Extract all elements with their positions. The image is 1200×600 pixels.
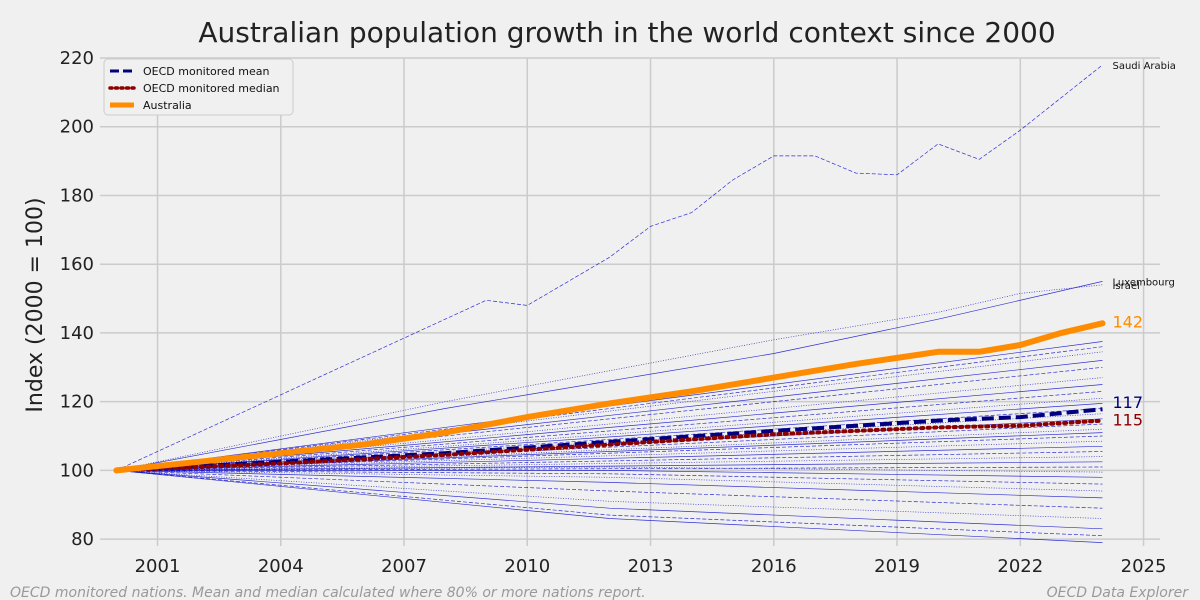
legend-mean-label: OECD monitored mean (143, 65, 270, 78)
y-tick-120: 120 (60, 392, 94, 413)
end-label-oecd-monitored-mean: 117 (1112, 393, 1143, 412)
series-oecd-nation-24 (116, 456, 1103, 471)
series-oecd-nation-29 (116, 470, 1103, 485)
footer-note: OECD monitored nations. Mean and median … (10, 585, 646, 600)
y-tick-80: 80 (71, 529, 94, 550)
series-oecd-nation-34 (116, 470, 1103, 530)
series-oecd-nation-30 (116, 470, 1103, 492)
series-oecd-nation-27 (116, 466, 1103, 473)
series-oecd-nation-13 (116, 403, 1103, 471)
x-tick-2013: 2013 (628, 556, 674, 577)
y-tick-200: 200 (60, 117, 94, 138)
legend-box (103, 58, 294, 116)
series-luxembourg (116, 281, 1103, 471)
series-oecd-monitored-mean (116, 407, 1103, 473)
series-oecd-nation-22 (116, 445, 1103, 471)
x-tick-2016: 2016 (751, 556, 797, 577)
series-oecd-nation-5 (116, 346, 1103, 471)
series-oecd-nation-31 (116, 470, 1103, 499)
legend-median-label: OECD monitored median (143, 82, 280, 95)
y-tick-100: 100 (60, 460, 94, 481)
series-australia (113, 320, 1106, 474)
series-oecd-nation-33 (116, 470, 1103, 519)
series-oecd-nation-11 (116, 391, 1103, 471)
series-oecd-nation-21 (116, 440, 1103, 471)
end-label-oecd-monitored-median: 115 (1112, 411, 1143, 430)
y-tick-180: 180 (60, 185, 94, 206)
end-label-israel: Israel (1112, 281, 1139, 292)
series-oecd-nation-36 (116, 470, 1103, 543)
series-oecd-nation-35 (116, 470, 1103, 537)
x-tick-2022: 2022 (997, 556, 1043, 577)
axis-ticks: 2001 2004 2007 2010 2013 2016 2019 2022 2025 80 10… (60, 48, 1167, 577)
series-oecd-nation-28 (116, 470, 1103, 478)
series-oecd-nation-15 (116, 413, 1103, 471)
footer-source: OECD Data Explorer (1047, 585, 1190, 600)
x-tick-2010: 2010 (504, 556, 550, 577)
y-tick-160: 160 (60, 254, 94, 275)
end-label-luxembourg: Luxembourg (1112, 277, 1174, 288)
x-tick-2007: 2007 (381, 556, 427, 577)
series-oecd-nation-25 (116, 461, 1103, 471)
end-label-australia: 142 (1112, 312, 1143, 331)
series-oecd-monitored-median (114, 418, 1105, 473)
y-tick-220: 220 (60, 48, 94, 69)
x-tick-2025: 2025 (1121, 556, 1167, 577)
series-oecd-nation-32 (116, 470, 1103, 509)
series-oecd-nation-26 (116, 466, 1103, 471)
y-tick-140: 140 (60, 323, 94, 344)
series-oecd-nation-23 (116, 451, 1103, 471)
y-axis-label: Index (2000 = 100) (23, 197, 48, 412)
chart-title: Australian population growth in the worl… (198, 16, 1055, 49)
x-tick-2001: 2001 (135, 556, 181, 577)
x-tick-2004: 2004 (258, 556, 304, 577)
legend-australia-label: Australia (143, 99, 192, 112)
series-oecd-nation-18 (116, 428, 1103, 471)
main-series (113, 320, 1106, 474)
end-label-saudi-arabia: Saudi Arabia (1112, 61, 1175, 72)
x-tick-2019: 2019 (874, 556, 920, 577)
legend: OECD monitored mean OECD monitored media… (103, 58, 294, 116)
series-saudi-arabia (116, 64, 1103, 471)
